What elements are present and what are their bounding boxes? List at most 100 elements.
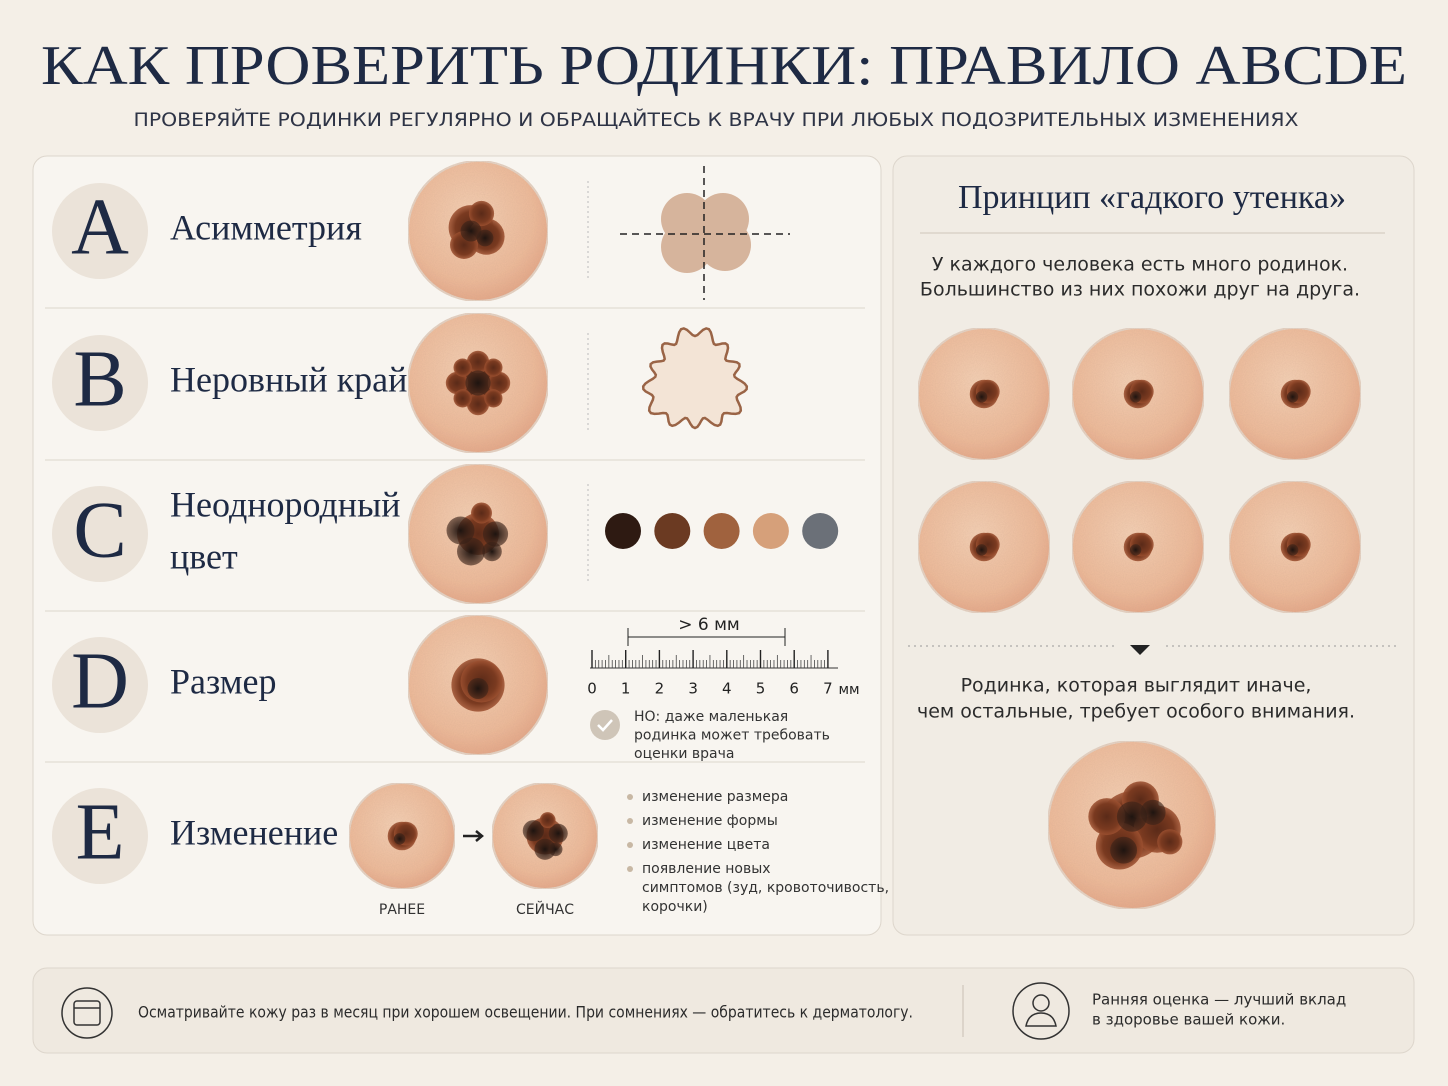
- mole-spot: [482, 541, 502, 562]
- mole-spot: [1129, 544, 1142, 556]
- change-item: изменение размера: [642, 789, 788, 805]
- mole-spot: [1140, 799, 1166, 826]
- rule-name: цвет: [170, 536, 238, 576]
- letter-badge: [52, 788, 148, 884]
- check-badge: [590, 710, 620, 740]
- mole-spot: [457, 537, 485, 566]
- panel-title: Принцип «гадкого утенка»: [958, 179, 1346, 216]
- mole-photo: [491, 782, 599, 890]
- mole-photo: [917, 327, 1051, 461]
- letter: A: [71, 183, 129, 271]
- intro: Большинство из них похожи друг на друга.: [920, 279, 1360, 301]
- mole-spot: [548, 823, 568, 843]
- mole-spot: [1286, 391, 1299, 403]
- bullet: [627, 866, 633, 872]
- mole-spot: [468, 200, 495, 227]
- subtitle: ПРОВЕРЯЙТЕ РОДИНКИ РЕГУЛЯРНО И ОБРАЩАЙТЕ…: [134, 108, 1299, 131]
- mole-spot: [548, 842, 563, 857]
- footer-motto: в здоровье вашей кожи.: [1092, 1011, 1285, 1029]
- letter: D: [71, 637, 129, 725]
- letter-badge: [52, 335, 148, 431]
- mole-spot: [1110, 836, 1138, 864]
- size-label: > 6 мм: [678, 615, 740, 635]
- mole-spot: [975, 391, 988, 403]
- check-mark: [597, 719, 613, 732]
- color-swatch: [605, 513, 641, 549]
- rule-name: Размер: [170, 661, 276, 701]
- mole-spot: [1116, 801, 1148, 832]
- ruler-label: 2: [655, 680, 665, 698]
- mole-spot: [393, 833, 406, 845]
- bullet: [627, 842, 633, 848]
- mole-photo: [407, 614, 549, 756]
- mole-spot: [487, 371, 511, 395]
- color-swatch: [802, 513, 839, 549]
- rule-name: Изменение: [170, 812, 338, 852]
- mole-spot: [453, 358, 472, 377]
- ruler-label: 6: [789, 680, 799, 698]
- ruler-unit: мм: [838, 682, 859, 698]
- mole-spot: [975, 544, 988, 556]
- mole-spot: [522, 820, 544, 842]
- mole-photo: [1228, 327, 1362, 461]
- color-swatch: [703, 513, 740, 549]
- change-item: симптомов (зуд, кровоточивость,: [642, 880, 889, 896]
- rule-name: Неровный край: [170, 359, 407, 399]
- change-item: изменение формы: [642, 813, 778, 829]
- mole-spot: [453, 389, 472, 408]
- change-item: появление новых: [642, 861, 771, 877]
- mole-spot: [446, 516, 475, 545]
- mole-spot: [466, 350, 490, 374]
- ruler-label: 0: [587, 680, 597, 698]
- pointer: [1130, 645, 1150, 655]
- mole-spot: [484, 358, 503, 377]
- footer-motto: Ранняя оценка — лучший вклад: [1092, 991, 1346, 1009]
- rule-name: Асимметрия: [170, 207, 362, 247]
- mole-spot: [465, 370, 491, 396]
- ruler-label: 4: [722, 680, 732, 698]
- mole-photo: [1071, 480, 1205, 614]
- mole-spot: [471, 502, 492, 524]
- conclusion: Родинка, которая выглядит иначе,: [961, 675, 1312, 697]
- person-head: [1032, 994, 1050, 1012]
- mole-photo: [1047, 740, 1217, 910]
- mole-photo: [1228, 480, 1362, 614]
- note: оценки врача: [634, 746, 734, 762]
- before-label: РАНЕЕ: [379, 902, 425, 918]
- bullet: [627, 794, 633, 800]
- person-icon: [1012, 982, 1070, 1040]
- intro: У каждого человека есть много родинок.: [932, 254, 1348, 276]
- ruler-label: 7: [823, 680, 833, 698]
- mole-spot: [539, 812, 556, 829]
- mole-spot: [1286, 544, 1299, 556]
- mole-photo: [1071, 327, 1205, 461]
- mole-photo: [407, 463, 549, 605]
- ruler-label: 1: [621, 680, 631, 698]
- ruler-label: 3: [688, 680, 698, 698]
- mole-photo: [407, 160, 549, 302]
- arrow: [463, 830, 484, 842]
- size-bracket: [627, 628, 786, 646]
- change-item: изменение цвета: [642, 837, 770, 853]
- calendar-body: [73, 1000, 101, 1026]
- letter-badge: [52, 486, 148, 582]
- note: НО: даже маленькая: [634, 709, 788, 725]
- mole-spot: [467, 678, 489, 699]
- letter: B: [73, 335, 126, 423]
- letter-badge: [52, 183, 148, 279]
- change-item: корочки): [642, 899, 708, 915]
- letter: E: [76, 788, 125, 876]
- letter-badge: [52, 637, 148, 733]
- color-swatch: [654, 513, 691, 549]
- mole-spot: [482, 521, 509, 547]
- calendar-icon: [61, 987, 113, 1039]
- asymmetric-shape: [699, 219, 751, 271]
- ruler-label: 5: [756, 680, 766, 698]
- mole-spot: [1088, 798, 1126, 836]
- content: A Асимметрия B Неровный край C Неоднородный цв…: [45, 160, 1398, 1040]
- footer-panel: [32, 967, 1415, 1054]
- mole-photo: [917, 480, 1051, 614]
- mole-spot: [466, 392, 490, 416]
